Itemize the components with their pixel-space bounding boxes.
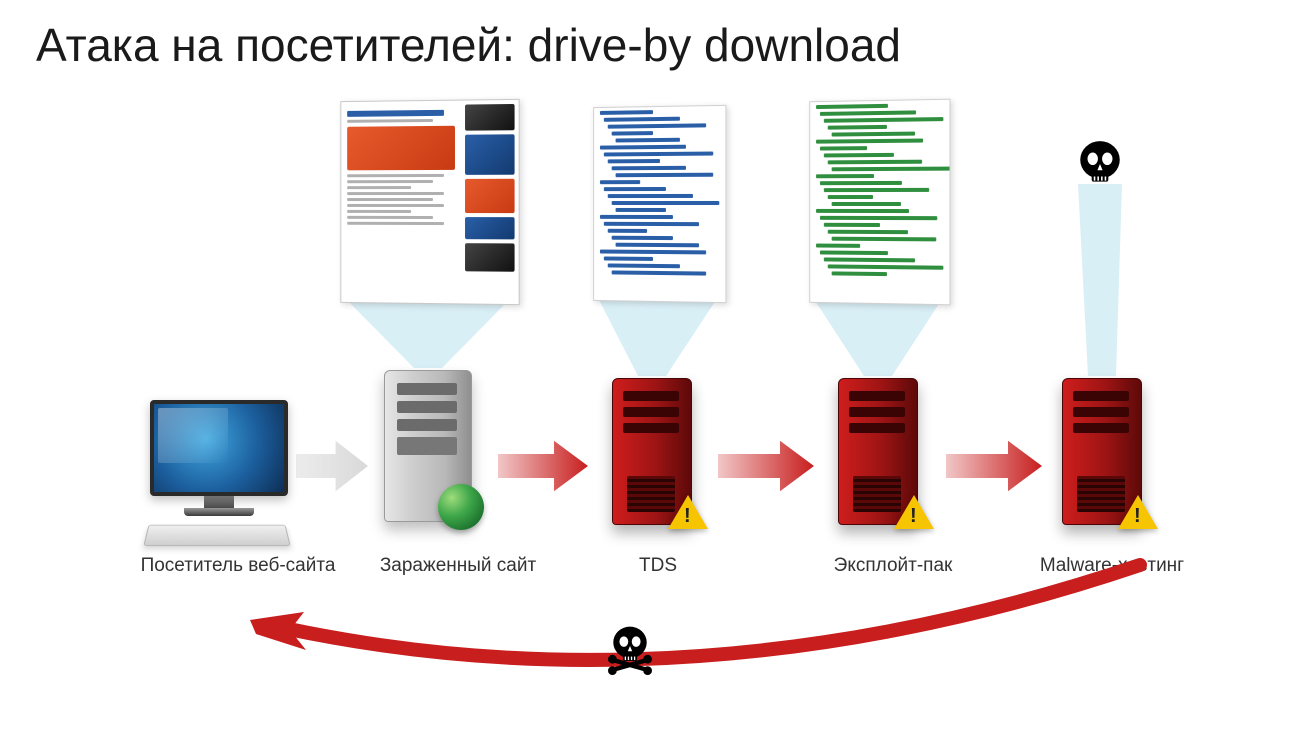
skull-crossbones-icon — [608, 624, 652, 675]
diagram-stage: Посетитель веб-сайта Зараженный сайт TDS… — [0, 0, 1296, 734]
